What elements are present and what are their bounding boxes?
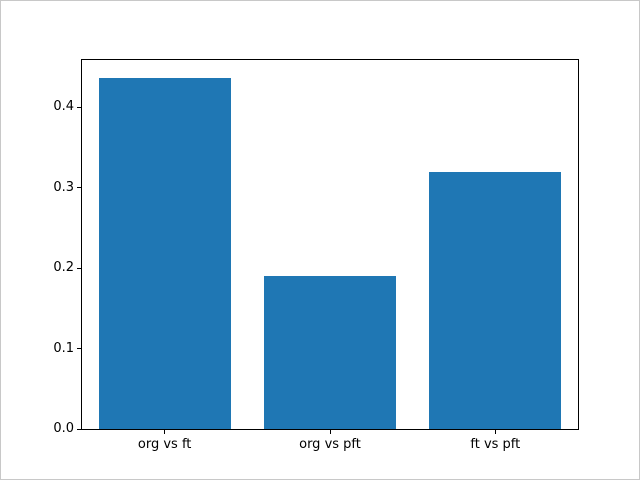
y-tick-label: 0.4 [53,99,74,115]
y-tick-mark [77,187,82,189]
y-tick-label: 0.2 [53,260,74,276]
y-tick-label: 0.0 [53,421,74,436]
x-tick-label: org vs pft [299,437,361,452]
y-tick-mark [77,106,82,108]
x-tick-label: ft vs pft [470,437,521,452]
x-tick-mark [494,429,496,434]
bar-org-vs-pft [263,276,397,429]
y-tick-label: 0.3 [53,179,74,195]
y-tick-mark [77,348,82,350]
y-tick-label: 0.1 [53,340,74,356]
x-tick-mark [329,429,331,434]
x-tick-label: org vs ft [137,437,192,452]
bar-ft-vs-pft [429,171,562,429]
bar-org-vs-ft [98,77,231,429]
x-tick-mark [164,429,166,434]
bars-container [82,60,578,429]
y-tick-mark [77,267,82,269]
plot-area: 0.0 0.1 0.2 0.3 0.4 org vs ft org vs pft ft vs… [53,59,579,452]
y-tick-mark [77,428,82,430]
